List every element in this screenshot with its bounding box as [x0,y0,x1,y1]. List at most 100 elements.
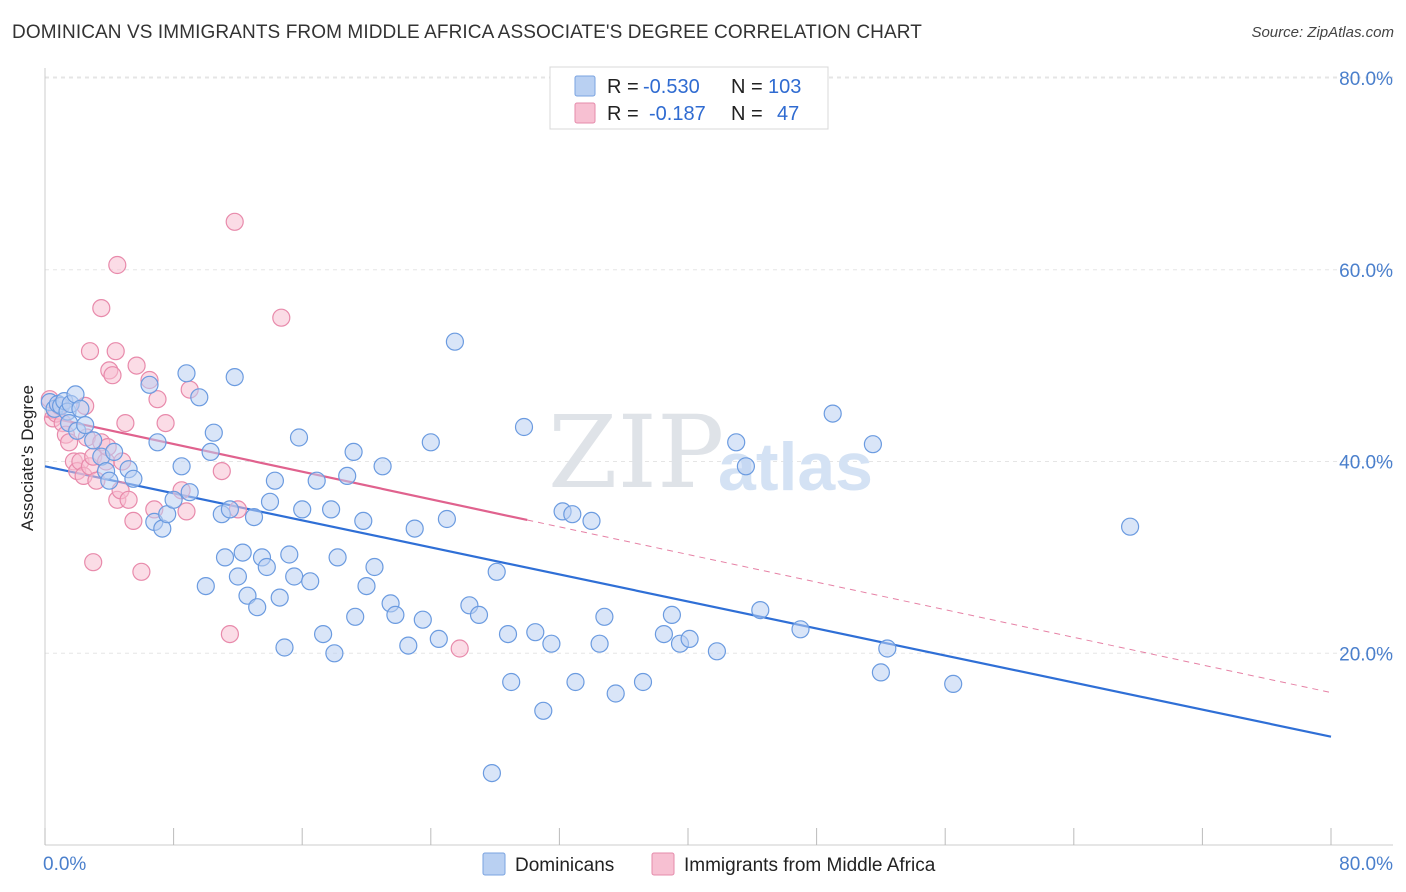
point-dominican-96 [727,433,746,452]
point-dominican-24 [164,490,183,509]
point-dominican-11 [76,416,95,435]
point-dominican-51 [301,572,320,591]
point-middle-africa-42 [225,212,244,231]
point-dominican-31 [196,576,215,596]
point-dominican-42 [257,557,276,577]
point-dominican-15 [100,471,119,490]
chart-title: DOMINICAN VS IMMIGRANTS FROM MIDDLE AFRI… [12,22,922,43]
y-tick-label-80: 80.0% [1339,69,1393,90]
point-middle-africa-41 [212,462,231,481]
point-dominican-68 [413,610,432,629]
point-middle-africa-29 [127,356,146,375]
point-dominican-63 [373,457,392,476]
point-dominican-97 [736,457,756,476]
point-dominican-95 [707,642,727,661]
point-dominican-25 [172,457,191,476]
point-middle-africa-26 [116,414,135,433]
legend-n-value-2: 47 [777,103,799,125]
point-dominican-53 [314,624,333,644]
point-dominican-62 [365,557,384,577]
point-dominican-58 [344,442,363,461]
point-dominican-27 [180,483,199,502]
point-middle-africa-21 [103,366,122,385]
point-dominican-90 [633,672,653,692]
x-tick-label-max: 80.0% [1339,854,1393,875]
point-dominican-30 [204,423,223,442]
point-dominican-35 [225,368,244,387]
legend-r-label-2: R = [607,103,639,125]
point-dominican-21 [148,433,167,452]
watermark-zip: ZIP [548,394,724,511]
point-middle-africa-28 [124,511,143,531]
point-middle-africa-22 [106,342,125,361]
point-dominican-43 [260,492,280,511]
point-dominican-56 [328,548,347,567]
watermark: ZIP atlas [548,394,873,511]
point-middle-africa-37 [177,502,196,521]
y-tick-label-20: 20.0% [1339,644,1393,665]
gridlines [45,76,1393,654]
point-dominican-70 [429,629,448,649]
point-dominican-86 [582,511,601,531]
point-dominican-18 [124,469,143,488]
point-dominican-104 [944,674,963,694]
point-dominican-61 [357,576,376,596]
point-dominican-52 [307,471,326,490]
point-dominican-79 [514,417,534,437]
point-dominican-45 [270,588,289,607]
legend-r-label-1: R = [607,76,639,98]
point-dominican-66 [399,636,418,655]
point-dominican-103 [878,639,897,658]
point-dominican-81 [534,701,553,720]
point-dominican-16 [104,442,124,461]
point-middle-africa-34 [92,299,111,318]
legend-r-value-2: -0.187 [649,103,706,125]
point-dominican-82 [542,634,561,653]
point-dominican-98 [751,600,770,620]
point-middle-africa-39 [84,553,103,572]
point-dominican-94 [680,629,699,649]
point-dominican-29 [201,442,220,461]
point-middle-africa-46 [450,639,469,658]
point-dominican-67 [405,519,424,538]
point-dominican-92 [662,605,682,625]
axes [44,68,1393,846]
point-middle-africa-15 [80,342,100,361]
tick-labels: 20.0% 40.0% 60.0% 80.0% 0.0% 80.0% [43,69,1393,875]
point-dominican-100 [823,404,842,423]
y-axis-title: Associate's Degree [18,385,37,531]
point-middle-africa-27 [119,490,138,509]
legend-n-label-1: N = [731,76,763,98]
point-dominican-48 [285,567,304,586]
point-dominican-37 [233,543,252,562]
y-tick-label-40: 40.0% [1339,453,1393,474]
point-dominican-19 [140,375,159,394]
point-dominican-75 [482,763,501,783]
point-dominican-50 [293,500,312,519]
point-dominican-8 [71,399,90,418]
legend-top: R = -0.530 N = 103 R = -0.187 N = 47 [549,66,829,130]
point-dominican-36 [228,567,247,586]
point-dominican-28 [190,388,209,407]
point-dominican-76 [487,562,506,581]
legend-swatch-middle-africa [574,102,596,124]
point-dominican-40 [248,598,267,617]
point-dominican-78 [502,672,521,692]
trend-line-middle-africa-extension [527,519,1332,694]
point-dominican-47 [280,545,299,564]
point-dominican-55 [325,644,344,663]
point-dominican-89 [606,684,625,703]
point-middle-africa-32 [148,390,167,409]
legend-bottom-swatch-dominicans [482,852,506,876]
point-dominican-74 [469,605,489,625]
scatter-points [40,212,1140,783]
point-dominican-88 [595,607,614,626]
point-dominican-87 [590,634,609,653]
point-dominican-46 [275,638,294,657]
point-dominican-54 [322,500,341,519]
point-dominican-99 [791,620,810,639]
legend-box [549,66,829,130]
point-dominican-49 [289,428,309,447]
y-tick-label-60: 60.0% [1339,261,1393,282]
